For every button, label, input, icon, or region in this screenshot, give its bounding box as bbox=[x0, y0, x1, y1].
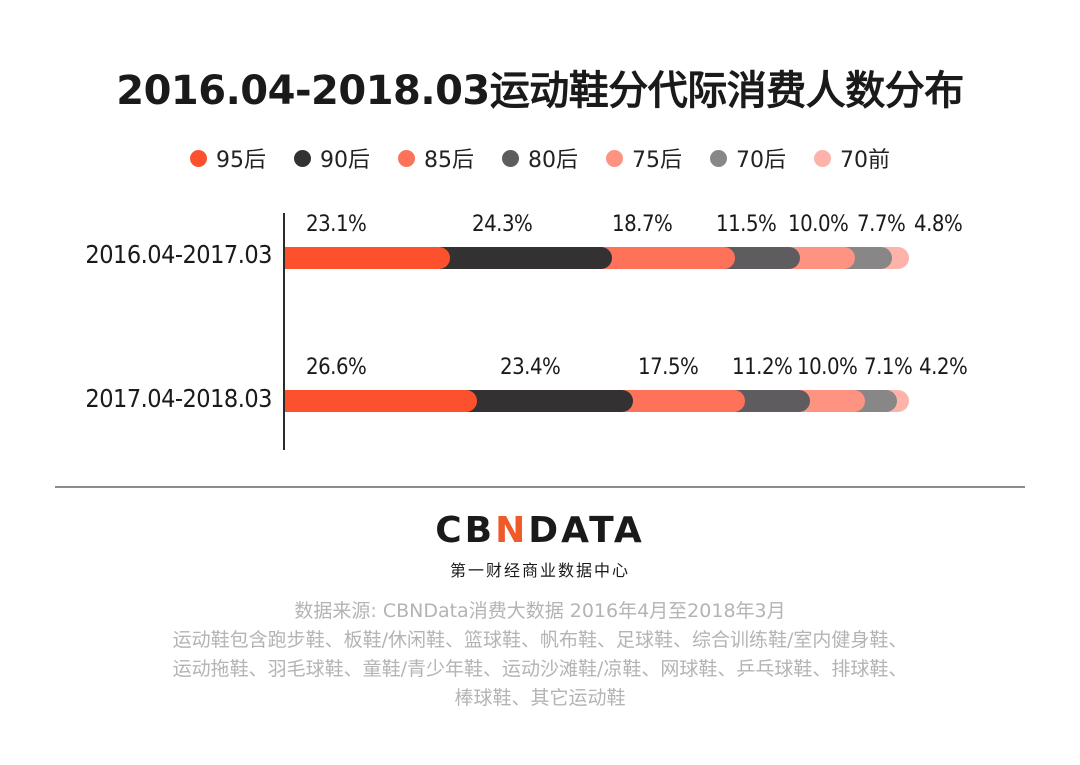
value-label: 4.2% bbox=[919, 355, 968, 380]
legend-label: 90后 bbox=[320, 148, 370, 173]
y-axis-line bbox=[283, 213, 285, 450]
legend-label: 75后 bbox=[632, 148, 682, 173]
value-label: 11.5% bbox=[716, 212, 777, 237]
legend-dot-icon bbox=[398, 149, 415, 167]
legend-label: 70后 bbox=[736, 148, 786, 173]
value-label: 11.2% bbox=[732, 355, 793, 380]
legend-item-90: 90后 bbox=[294, 142, 370, 174]
value-label: 18.7% bbox=[612, 212, 673, 237]
legend-label: 70前 bbox=[840, 148, 890, 173]
notes-line: 棒球鞋、其它运动鞋 bbox=[454, 687, 626, 709]
logo-text: DATA bbox=[528, 510, 645, 551]
divider bbox=[55, 486, 1025, 488]
logo-subtitle: 第一财经商业数据中心 bbox=[449, 561, 630, 580]
bar-segment-95 bbox=[285, 390, 477, 412]
value-label: 7.1% bbox=[864, 355, 913, 380]
legend-label: 85后 bbox=[424, 148, 474, 173]
value-label: 23.4% bbox=[500, 355, 561, 380]
value-label: 26.6% bbox=[306, 355, 367, 380]
legend-dot-icon bbox=[710, 149, 727, 167]
value-label: 10.0% bbox=[797, 355, 858, 380]
legend-item-80: 80后 bbox=[502, 142, 578, 174]
value-label: 4.8% bbox=[914, 212, 963, 237]
legend-item-85: 85后 bbox=[398, 142, 474, 174]
cbndata-logo: CBNDATA bbox=[0, 510, 1080, 551]
legend-dot-icon bbox=[502, 149, 519, 167]
source-line: 数据来源: CBNData消费大数据 2016年4月至2018年3月 bbox=[294, 600, 786, 622]
stacked-bar-2016 bbox=[285, 247, 925, 269]
bar-segment-95 bbox=[285, 247, 450, 269]
legend-label: 80后 bbox=[528, 148, 578, 173]
legend-item-70: 70后 bbox=[710, 142, 786, 174]
legend-item-70-before: 70前 bbox=[814, 142, 890, 174]
stacked-bar-2017 bbox=[285, 390, 925, 412]
notes-line: 运动鞋包含跑步鞋、板鞋/休闲鞋、篮球鞋、帆布鞋、足球鞋、综合训练鞋/室内健身鞋、 bbox=[172, 629, 908, 651]
value-label: 7.7% bbox=[857, 212, 906, 237]
legend-item-95: 95后 bbox=[190, 142, 266, 174]
legend-dot-icon bbox=[814, 149, 831, 167]
value-label: 23.1% bbox=[306, 212, 367, 237]
logo-mark-icon: N bbox=[495, 510, 529, 551]
legend-label: 95后 bbox=[216, 148, 266, 173]
notes-line: 运动拖鞋、羽毛球鞋、童鞋/青少年鞋、运动沙滩鞋/凉鞋、网球鞋、乒乓球鞋、排球鞋、 bbox=[172, 658, 908, 680]
legend-dot-icon bbox=[294, 149, 311, 167]
row-label: 2017.04-2018.03 bbox=[85, 384, 272, 413]
legend-dot-icon bbox=[190, 149, 207, 167]
value-label: 10.0% bbox=[788, 212, 849, 237]
chart-title: 2016.04-2018.03运动鞋分代际消费人数分布 bbox=[116, 68, 964, 114]
legend-dot-icon bbox=[606, 149, 623, 167]
legend: 95后 90后 85后 80后 75后 70后 70前 bbox=[0, 142, 1080, 174]
row-label: 2016.04-2017.03 bbox=[85, 240, 272, 269]
value-label: 17.5% bbox=[638, 355, 699, 380]
source-notes: 数据来源: CBNData消费大数据 2016年4月至2018年3月 运动鞋包含… bbox=[0, 597, 1080, 713]
legend-item-75: 75后 bbox=[606, 142, 682, 174]
logo-text: CB bbox=[435, 510, 496, 551]
value-label: 24.3% bbox=[472, 212, 533, 237]
